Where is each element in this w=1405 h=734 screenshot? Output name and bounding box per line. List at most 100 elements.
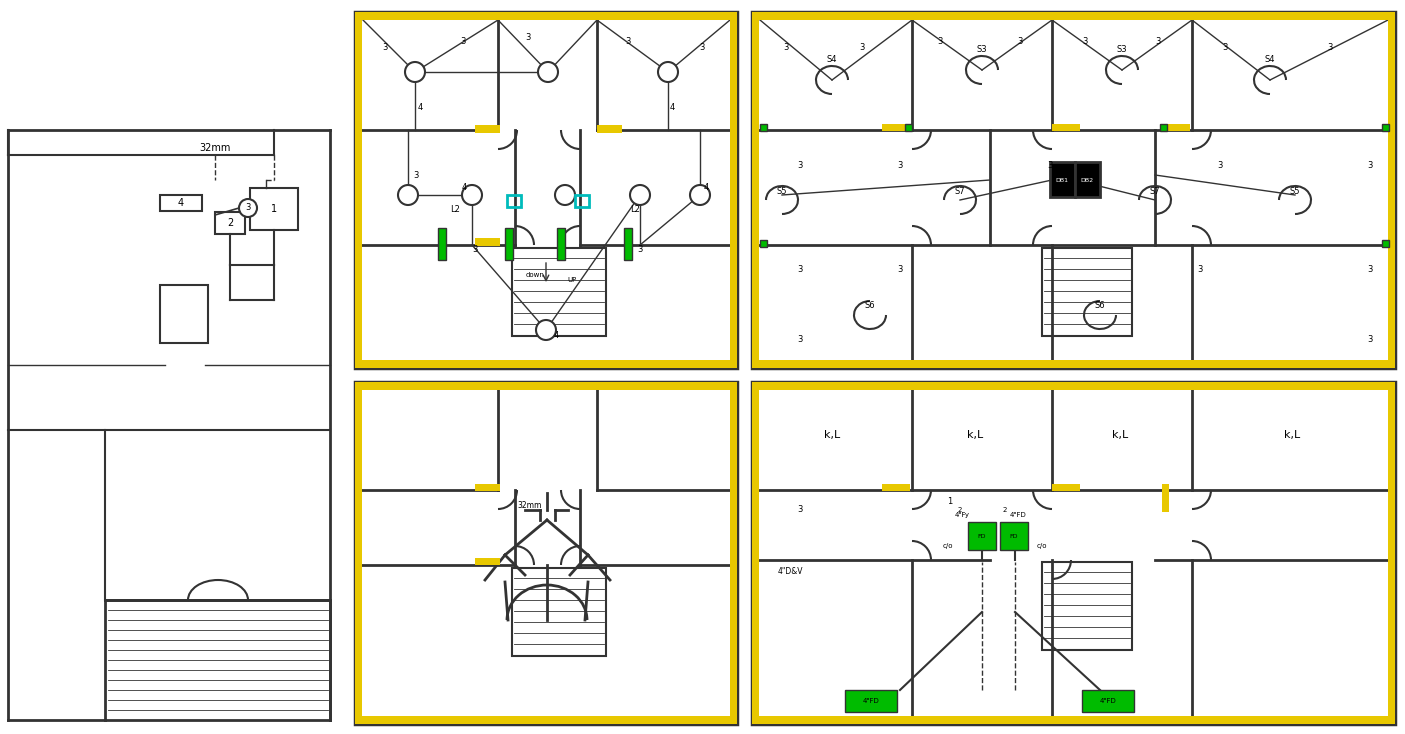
Text: 3: 3 [700, 43, 705, 53]
Bar [597, 125, 622, 133]
Bar [752, 382, 759, 716]
Bar [490, 716, 518, 724]
Text: 3: 3 [1017, 37, 1023, 46]
Bar [355, 382, 738, 724]
Text: S4: S4 [1264, 56, 1276, 65]
Text: 4"Fy: 4"Fy [954, 512, 969, 518]
Text: 32mm: 32mm [200, 143, 230, 153]
Bar [438, 228, 445, 260]
Text: 3: 3 [1222, 43, 1228, 53]
Text: 4: 4 [669, 103, 674, 112]
Bar [355, 382, 362, 716]
Bar [1388, 220, 1395, 245]
Bar [1388, 12, 1395, 368]
Text: 3: 3 [1367, 161, 1373, 170]
Text: 3: 3 [797, 335, 802, 344]
Bar [475, 125, 500, 133]
Text: 3: 3 [638, 245, 642, 255]
Bar [905, 124, 912, 131]
Text: FD: FD [978, 534, 986, 539]
Bar [511, 248, 606, 336]
Text: 3: 3 [898, 161, 902, 170]
Bar [1050, 162, 1075, 197]
Bar [355, 12, 738, 368]
Text: 4: 4 [554, 330, 559, 340]
Bar [575, 195, 589, 207]
Bar [160, 195, 202, 211]
Bar [1383, 124, 1390, 131]
Bar [355, 105, 362, 130]
Bar [355, 382, 738, 390]
Text: 4"FD: 4"FD [1100, 698, 1117, 704]
Text: 3: 3 [797, 506, 802, 515]
Bar [882, 124, 910, 131]
Circle shape [405, 62, 424, 82]
Text: S5: S5 [1290, 187, 1300, 197]
Text: 3: 3 [1082, 37, 1087, 46]
Bar [731, 12, 738, 368]
Bar [752, 12, 1395, 368]
Text: 3: 3 [1155, 37, 1161, 46]
Text: 3: 3 [625, 37, 631, 46]
Bar [844, 690, 896, 712]
Text: 3: 3 [1367, 266, 1373, 275]
Text: 3: 3 [898, 266, 902, 275]
Text: 3: 3 [382, 43, 388, 53]
Bar [752, 220, 759, 245]
Bar [475, 558, 500, 565]
Text: S4: S4 [826, 56, 837, 65]
Text: 3: 3 [860, 43, 864, 53]
Bar [752, 97, 759, 125]
Bar [1075, 162, 1100, 197]
Text: 2: 2 [226, 218, 233, 228]
Text: 2: 2 [958, 507, 962, 513]
Bar [731, 235, 738, 255]
Text: k,L: k,L [967, 430, 983, 440]
Text: 32mm: 32mm [518, 501, 542, 509]
Bar [250, 188, 298, 230]
Text: DB2: DB2 [1080, 178, 1093, 183]
Text: 3: 3 [1328, 43, 1333, 53]
Bar [511, 568, 606, 656]
Bar [504, 228, 513, 260]
Text: S3: S3 [976, 46, 988, 54]
Bar [507, 195, 521, 207]
Text: 4: 4 [178, 198, 184, 208]
Text: S7: S7 [1149, 187, 1161, 197]
Text: 1: 1 [947, 498, 953, 506]
Text: 3: 3 [461, 37, 465, 46]
Bar [1388, 382, 1395, 716]
Circle shape [658, 62, 679, 82]
Text: UP: UP [568, 277, 576, 283]
Bar [1052, 124, 1080, 131]
Text: 3: 3 [246, 203, 250, 213]
Bar [760, 240, 767, 247]
Text: 4"D&V: 4"D&V [777, 567, 802, 576]
Bar [752, 716, 1395, 724]
Text: L2: L2 [629, 206, 639, 214]
Circle shape [462, 185, 482, 205]
Bar [1162, 124, 1190, 131]
Bar [355, 716, 738, 724]
Circle shape [629, 185, 651, 205]
Text: 3: 3 [413, 170, 419, 180]
Text: S7: S7 [954, 187, 965, 197]
Bar [1161, 124, 1168, 131]
Circle shape [538, 62, 558, 82]
Bar [1082, 690, 1134, 712]
Text: 4"FD: 4"FD [1010, 512, 1027, 518]
Text: 4"FD: 4"FD [863, 698, 880, 704]
Text: 3: 3 [797, 161, 802, 170]
Text: k,L: k,L [823, 430, 840, 440]
Bar [1162, 484, 1169, 512]
Bar [752, 12, 759, 368]
Bar [1043, 562, 1132, 650]
Bar [752, 382, 1395, 390]
Text: S5: S5 [777, 187, 787, 197]
Bar [624, 228, 632, 260]
Text: S3: S3 [1117, 46, 1127, 54]
Circle shape [398, 185, 419, 205]
Bar [882, 484, 910, 491]
Bar [1388, 97, 1395, 125]
Text: 3: 3 [1047, 161, 1052, 170]
